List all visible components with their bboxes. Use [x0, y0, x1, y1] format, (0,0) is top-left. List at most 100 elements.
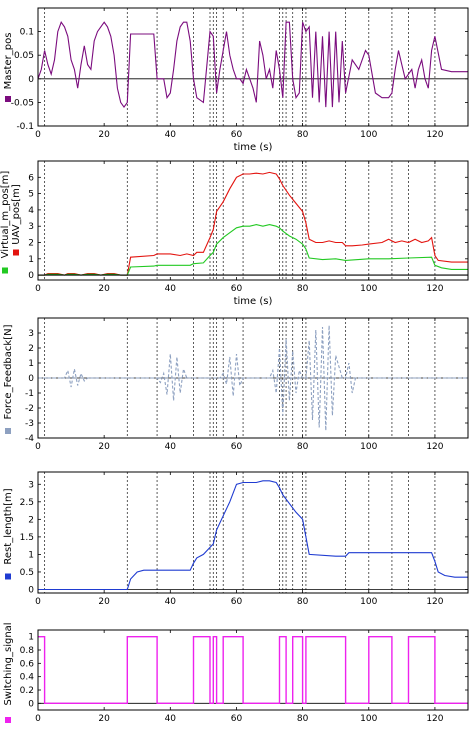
plot-frame [37, 471, 469, 594]
legend-swatch [13, 249, 19, 256]
x-tick-label: 80 [297, 597, 309, 607]
x-tick-label: 40 [165, 597, 177, 607]
y-tick-label: 0 [28, 585, 34, 595]
panel-2: 0 20 40 60 80 100 120 0 1 2 3 4 5 6 time (s) Virtual_m_… [0, 160, 469, 307]
x-tick-label: 80 [297, 130, 309, 140]
plot-area [38, 8, 468, 126]
plot-frame [37, 629, 469, 711]
y-tick-label: -0.05 [11, 98, 34, 108]
y-tick-label: 5 [28, 190, 34, 200]
x-tick-label: 80 [297, 442, 309, 452]
y-tick-label: 0 [28, 699, 34, 709]
y-tick-label: 3 [28, 329, 34, 339]
x-tick-label: 0 [35, 442, 41, 452]
legend-swatch [5, 573, 11, 580]
x-axis-label: time (s) [234, 142, 273, 153]
panel-1: 0 20 40 60 80 100 120 -0.1 -0.05 0 0.05 0.1 time (s)… [3, 7, 469, 153]
x-tick-label: 60 [231, 284, 243, 294]
x-tick-label: 20 [98, 597, 110, 607]
x-tick-label: 80 [297, 714, 309, 724]
y-axis-label: Master_pos [3, 33, 14, 90]
plot-area [38, 161, 468, 280]
y-axis-label: Switching_signal [3, 622, 14, 705]
series-line-1 [37, 21, 468, 109]
series-line-1 [38, 480, 468, 591]
legend-swatch [5, 428, 11, 434]
y-tick-label: 0.2 [20, 686, 34, 696]
y-tick-label: 2 [28, 239, 34, 249]
y-tick-label: 2 [28, 515, 34, 525]
x-tick-label: 20 [98, 714, 110, 724]
legend-swatch [5, 717, 11, 723]
panel-3: 0 20 40 60 80 100 120 -4 -3 -2 -1 0 1 2 3 Force_Feedbac… [3, 317, 469, 452]
y-tick-label: 1 [28, 550, 34, 560]
x-tick-label: 0 [35, 130, 41, 140]
x-tick-label: 100 [360, 130, 377, 140]
x-tick-label: 120 [426, 597, 443, 607]
x-tick-label: 40 [165, 284, 177, 294]
y-tick-label: 3 [28, 480, 34, 490]
y-tick-label: 6 [28, 173, 34, 183]
y-tick-label: -2 [25, 404, 34, 414]
y-tick-label: -4 [25, 434, 34, 444]
plot-area [38, 472, 468, 593]
legend-swatch [2, 267, 8, 274]
x-tick-label: 100 [360, 442, 377, 452]
x-tick-label: 120 [426, 442, 443, 452]
y-tick-label: 1 [28, 255, 34, 265]
y-tick-label: 0.1 [20, 28, 34, 38]
y-tick-label: 0 [28, 374, 34, 384]
y-tick-label: 1 [28, 359, 34, 369]
x-tick-label: 40 [165, 130, 177, 140]
y-tick-label: -3 [25, 419, 34, 429]
series-line-1 [38, 325, 468, 431]
series-line-1 [38, 636, 468, 704]
x-tick-label: 100 [360, 597, 377, 607]
x-tick-label: 100 [360, 284, 377, 294]
plot-frame [37, 7, 469, 127]
plot-frame [37, 160, 469, 281]
y-tick-label: 0 [28, 271, 34, 281]
x-tick-label: 40 [165, 714, 177, 724]
legend-swatch [5, 96, 11, 102]
plot-frame [37, 317, 469, 439]
x-tick-label: 0 [35, 714, 41, 724]
x-tick-label: 20 [98, 130, 110, 140]
y-tick-label: -0.1 [16, 122, 34, 132]
x-tick-label: 0 [35, 284, 41, 294]
y-axis-label: Virtual_m_pos[m] [0, 171, 11, 259]
x-axis-label: time (s) [234, 296, 273, 307]
x-tick-label: 20 [98, 442, 110, 452]
x-tick-label: 100 [360, 714, 377, 724]
y-tick-label: 3 [28, 222, 34, 232]
x-tick-label: 120 [426, 284, 443, 294]
x-tick-label: 60 [231, 597, 243, 607]
x-tick-label: 0 [35, 597, 41, 607]
series-line-1 [38, 171, 468, 276]
y-tick-label: 0 [28, 75, 34, 85]
x-tick-label: 120 [426, 714, 443, 724]
y-tick-label: 0.8 [20, 646, 35, 656]
x-tick-label: 40 [165, 442, 177, 452]
x-tick-label: 120 [426, 130, 443, 140]
x-tick-label: 80 [297, 284, 309, 294]
y-tick-label: 0.4 [20, 673, 35, 683]
y-tick-label: 0.05 [14, 51, 34, 61]
y-axis-label: Rest_length[m] [3, 488, 14, 564]
series-line-2 [38, 224, 468, 276]
x-tick-label: 60 [231, 442, 243, 452]
panel-4: 0 20 40 60 80 100 120 0 0.5 1 1.5 2 2.5 3 Rest_length[… [3, 471, 469, 607]
y-tick-label: -1 [25, 389, 34, 399]
y-tick-label: 4 [28, 206, 34, 216]
y-axis-label: Force_Feedback[N] [3, 324, 14, 419]
plot-area [38, 630, 468, 710]
y-axis-label-2: UAV_pos[m] [11, 184, 22, 245]
y-tick-label: 2 [28, 344, 34, 354]
x-tick-label: 20 [98, 284, 110, 294]
y-tick-label: 2.5 [20, 498, 34, 508]
panel-5: 0 20 40 60 80 100 120 0 0.2 0.4 0.6 0.8 1 Switching_s… [3, 622, 469, 724]
y-tick-label: 0.5 [20, 568, 34, 578]
y-tick-label: 1 [28, 633, 34, 643]
x-tick-label: 60 [231, 714, 243, 724]
